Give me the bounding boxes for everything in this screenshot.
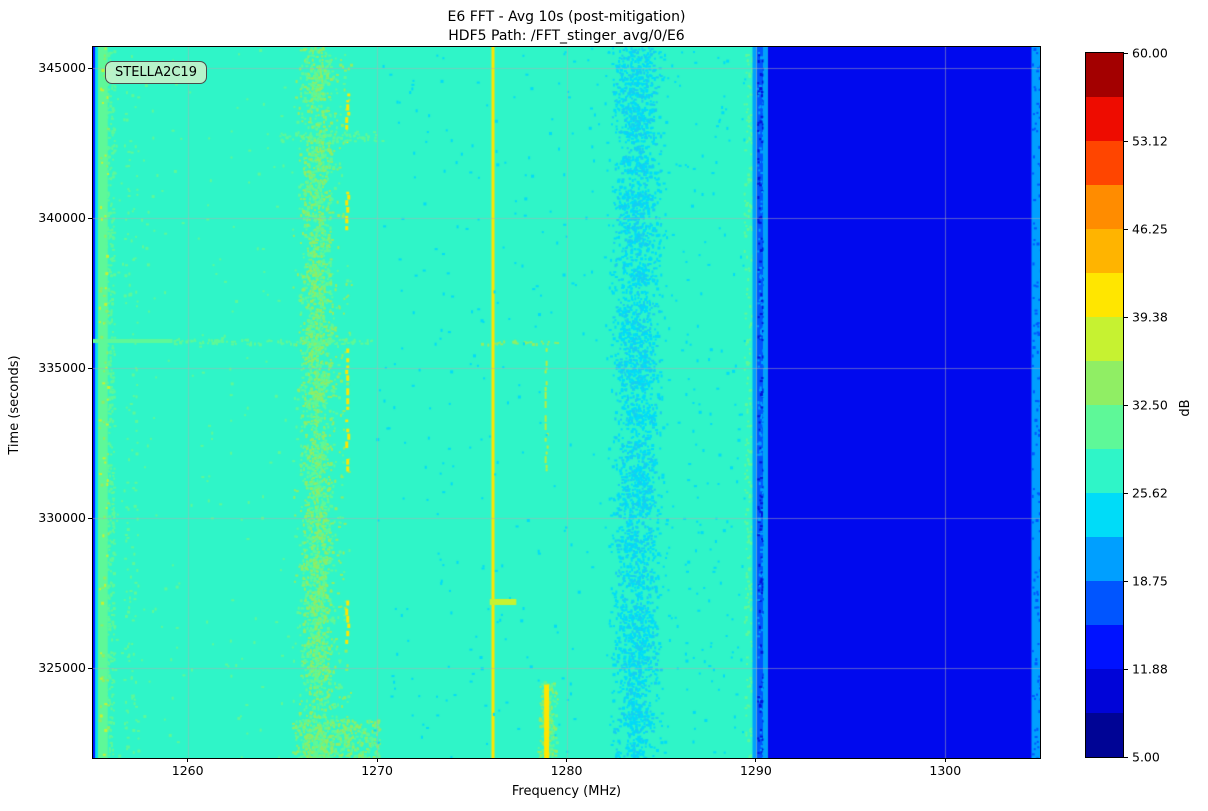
y-tick-345000: [88, 67, 93, 69]
x-tick-label-1280: 1280: [550, 763, 583, 778]
y-tick-label-345000: 345000: [38, 60, 86, 76]
colorbar-tick-5.00: [1124, 756, 1128, 758]
colorbar-segment-12: [1086, 229, 1123, 273]
colorbar-tick-label-60.00: 60.00: [1132, 45, 1168, 61]
chart-subtitle: HDF5 Path: /FFT_stinger_avg/0/E6: [448, 28, 685, 45]
colorbar-tick-53.12: [1124, 140, 1128, 142]
x-tick-1270: [376, 758, 378, 762]
x-axis-label: Frequency (MHz): [511, 784, 622, 799]
x-tick-1260: [187, 758, 189, 762]
y-tick-330000: [88, 517, 93, 519]
colorbar-tick-11.88: [1124, 668, 1128, 670]
y-tick-label-325000: 325000: [38, 660, 86, 676]
colorbar-tick-18.75: [1124, 580, 1128, 582]
annotation-badge: STELLA2C19: [105, 61, 207, 84]
colorbar-tick-label-11.88: 11.88: [1132, 661, 1168, 677]
colorbar-segment-3: [1086, 625, 1123, 669]
colorbar-segment-6: [1086, 493, 1123, 537]
chart-title: E6 FFT - Avg 10s (post-mitigation): [447, 9, 686, 25]
colorbar-segment-11: [1086, 273, 1123, 317]
colorbar-segment-14: [1086, 141, 1123, 185]
colorbar-segment-10: [1086, 317, 1123, 361]
y-tick-label-340000: 340000: [38, 210, 86, 226]
colorbar-tick-25.62: [1124, 492, 1128, 494]
colorbar-tick-39.38: [1124, 316, 1128, 318]
y-tick-label-330000: 330000: [38, 510, 86, 526]
colorbar-segment-9: [1086, 361, 1123, 405]
colorbar-tick-label-18.75: 18.75: [1132, 573, 1168, 589]
colorbar-segment-7: [1086, 449, 1123, 493]
colorbar-label: dB: [1178, 399, 1193, 417]
x-tick-label-1270: 1270: [361, 763, 393, 778]
x-tick-label-1290: 1290: [739, 763, 772, 778]
colorbar-segment-5: [1086, 537, 1123, 581]
colorbar-segment-16: [1086, 53, 1123, 97]
colorbar-tick-label-46.25: 46.25: [1132, 221, 1168, 237]
colorbar-segment-2: [1086, 669, 1123, 713]
colorbar-tick-label-25.62: 25.62: [1132, 485, 1168, 501]
x-tick-1280: [566, 758, 567, 762]
y-tick-335000: [88, 367, 93, 369]
y-tick-340000: [88, 217, 93, 219]
colorbar: [1085, 52, 1124, 758]
colorbar-segment-1: [1086, 713, 1123, 757]
colorbar-segment-15: [1086, 97, 1123, 141]
colorbar-tick-label-53.12: 53.12: [1132, 133, 1168, 149]
colorbar-segment-8: [1086, 405, 1123, 449]
title-block: E6 FFT - Avg 10s (post-mitigation) HDF5 …: [93, 8, 1040, 47]
colorbar-tick-46.25: [1124, 228, 1128, 230]
colorbar-segment-4: [1086, 581, 1123, 625]
plot-area: STELLA2C19: [92, 46, 1041, 759]
colorbar-tick-label-39.38: 39.38: [1132, 309, 1168, 325]
x-tick-1290: [755, 758, 757, 762]
colorbar-tick-label-32.50: 32.50: [1132, 397, 1168, 413]
y-axis-label: Time (seconds): [7, 355, 22, 455]
spectrogram-canvas: [93, 47, 1040, 758]
colorbar-tick-32.50: [1124, 404, 1128, 406]
y-tick-325000: [88, 667, 93, 669]
colorbar-segment-13: [1086, 185, 1123, 229]
x-tick-label-1300: 1300: [929, 763, 962, 778]
x-tick-1300: [944, 758, 946, 762]
x-tick-label-1260: 1260: [171, 763, 204, 778]
y-tick-label-335000: 335000: [38, 360, 86, 376]
colorbar-tick-label-5.00: 5.00: [1132, 749, 1160, 765]
colorbar-tick-60.00: [1124, 52, 1128, 54]
